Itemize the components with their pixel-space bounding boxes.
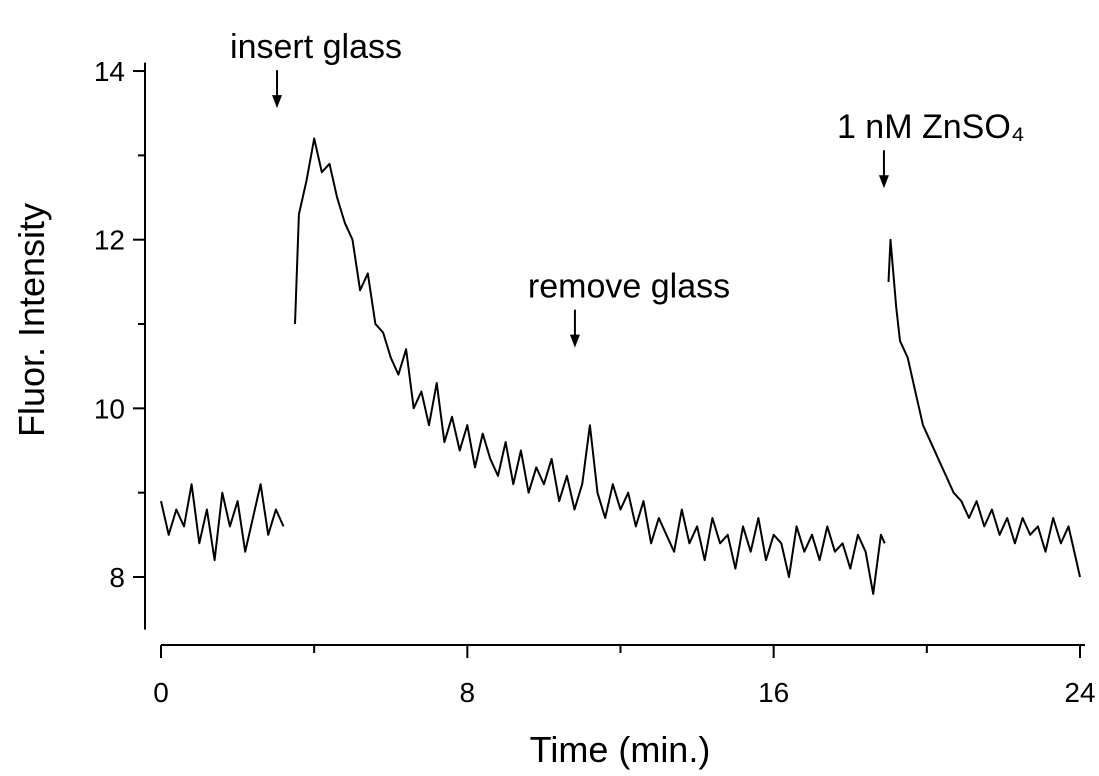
annotation-text: insert glass [230,28,402,66]
annotation-text: remove glass [528,268,730,306]
x-axis-label: Time (min.) [530,729,711,770]
y-tick-label: 14 [94,56,125,87]
y-tick-label: 12 [94,225,125,256]
x-tick-label: 24 [1064,677,1095,708]
y-axis-label: Fluor. Intensity [11,203,52,437]
x-tick-label: 0 [153,677,169,708]
x-tick-label: 16 [758,677,789,708]
annotation-arrowhead [569,334,580,348]
annotation-text: 1 nM ZnSO₄ [837,108,1025,146]
y-tick-label: 8 [109,562,125,593]
y-tick-label: 10 [94,393,125,424]
data-line [160,137,1081,595]
x-tick-label: 8 [460,677,476,708]
annotation-arrowhead [878,175,889,189]
annotation-arrowhead [272,95,283,109]
